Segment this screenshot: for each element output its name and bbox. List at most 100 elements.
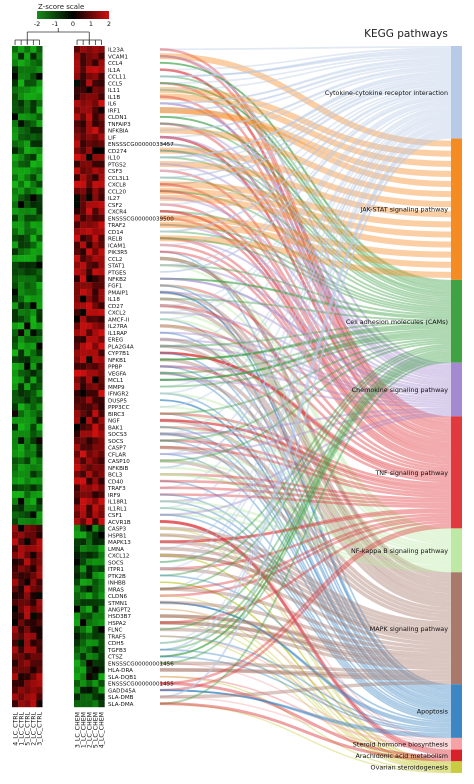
pathway-labels: Cytokine-cytokine receptor interaction JA…: [325, 89, 449, 772]
heatmap-cell: [98, 369, 105, 377]
gene-label: NFKB2: [108, 277, 126, 283]
heatmap-cell: [86, 46, 93, 53]
heatmap-cell: [18, 288, 25, 296]
heatmap-cell: [36, 585, 43, 593]
heatmap-cell: [36, 356, 43, 364]
heatmap-cell: [24, 72, 31, 80]
heatmap-cell: [18, 140, 25, 148]
heatmap-cell: [80, 180, 87, 188]
heatmap-cell: [74, 268, 81, 276]
pathway-bar: [451, 684, 462, 738]
pathway-ribbon: [159, 334, 452, 381]
pathway-ribbon: [159, 133, 452, 658]
heatmap-cell: [24, 504, 31, 512]
heatmap-cell: [24, 187, 31, 195]
pathway-ribbon: [159, 149, 452, 378]
heatmap-cell: [24, 376, 31, 384]
heatmap-cell: [92, 120, 99, 128]
heatmap-cell: [92, 518, 99, 526]
heatmap-cell: [36, 383, 43, 391]
heatmap-cell: [74, 416, 81, 424]
heatmap-cell: [80, 133, 87, 141]
heatmap-cell: [92, 356, 99, 364]
heatmap-cell: [92, 497, 99, 505]
pathway-ribbon: [159, 291, 452, 395]
heatmap-cell: [12, 646, 19, 654]
heatmap-cell: [98, 504, 105, 512]
heatmap-cell: [74, 551, 81, 559]
heatmap-cell: [80, 403, 87, 411]
gene-label: NGF: [108, 419, 120, 425]
gene-label: HLA-DRA: [108, 668, 133, 674]
heatmap-cell: [24, 113, 31, 121]
heatmap-cell: [30, 160, 37, 168]
heatmap-cell: [92, 700, 99, 708]
gene-label: ENSSSCG00000001455: [108, 682, 174, 688]
heatmap-cell: [92, 59, 99, 67]
heatmap-cell: [36, 180, 43, 188]
heatmap-cell: [86, 282, 93, 290]
heatmap-cell: [36, 666, 43, 674]
gene-label: PTGS2: [108, 162, 126, 168]
pathway-ribbon: [159, 615, 452, 770]
heatmap-cell: [30, 59, 37, 67]
heatmap-cell: [74, 423, 81, 431]
pathway-ribbon: [159, 86, 452, 157]
heatmap-cell: [86, 457, 93, 465]
heatmap-cell: [92, 619, 99, 627]
heatmap-cell: [12, 376, 19, 384]
heatmap-cell: [30, 565, 37, 573]
heatmap-cell: [18, 396, 25, 404]
heatmap-cell: [98, 619, 105, 627]
heatmap-cell: [30, 639, 37, 647]
heatmap-gap: [42, 46, 74, 707]
heatmap-cell: [86, 295, 93, 303]
heatmap-cell: [86, 443, 93, 451]
heatmap-cell: [80, 572, 87, 580]
pathway-ribbon: [159, 61, 452, 111]
heatmap-cell: [80, 363, 87, 370]
heatmap-cell: [18, 315, 25, 323]
pathway-ribbon: [159, 102, 452, 368]
heatmap-cell: [92, 369, 99, 377]
heatmap-cell: [80, 383, 87, 391]
heatmap-cell: [74, 79, 81, 87]
heatmap-cell: [86, 518, 93, 526]
heatmap-cell: [12, 538, 19, 546]
gene-label: CD40: [108, 479, 124, 485]
heatmap-cell: [12, 72, 19, 80]
heatmap-cell: [24, 302, 31, 310]
heatmap-cell: [92, 693, 99, 701]
heatmap-cell: [98, 336, 105, 343]
heatmap-cell: [80, 342, 87, 350]
heatmap-cell: [24, 356, 31, 364]
pathway-ribbon: [159, 432, 452, 710]
heatmap-cell: [12, 531, 19, 539]
heatmap-cell: [36, 99, 43, 107]
pathway-ribbon: [159, 120, 452, 509]
heatmap-cell: [80, 531, 87, 539]
heatmap-cell: [80, 120, 87, 128]
pathway-ribbon: [159, 581, 452, 767]
pathway-ribbon: [159, 534, 452, 764]
gene-label: CXCL12: [108, 554, 129, 560]
heatmap-cell: [30, 700, 37, 708]
pathway-ribbon: [159, 96, 452, 273]
heatmap-cell: [74, 376, 81, 384]
heatmap-cell: [92, 477, 99, 485]
heatmap-cell: [86, 464, 93, 472]
heatmap-cell: [12, 680, 19, 687]
heatmap-cell: [74, 680, 81, 687]
pathway-ribbon: [159, 115, 452, 294]
heatmap-cell: [98, 497, 105, 505]
heatmap-cell: [30, 369, 37, 377]
heatmap-cell: [36, 214, 43, 222]
heatmap-cell: [12, 612, 19, 620]
heatmap-cell: [92, 504, 99, 512]
heatmap-cell: [74, 214, 81, 222]
heatmap-cell: [86, 666, 93, 674]
heatmap-cell: [92, 295, 99, 303]
heatmap-cell: [12, 180, 19, 188]
heatmap-cell: [80, 592, 87, 600]
pathway-ribbon: [159, 412, 452, 552]
